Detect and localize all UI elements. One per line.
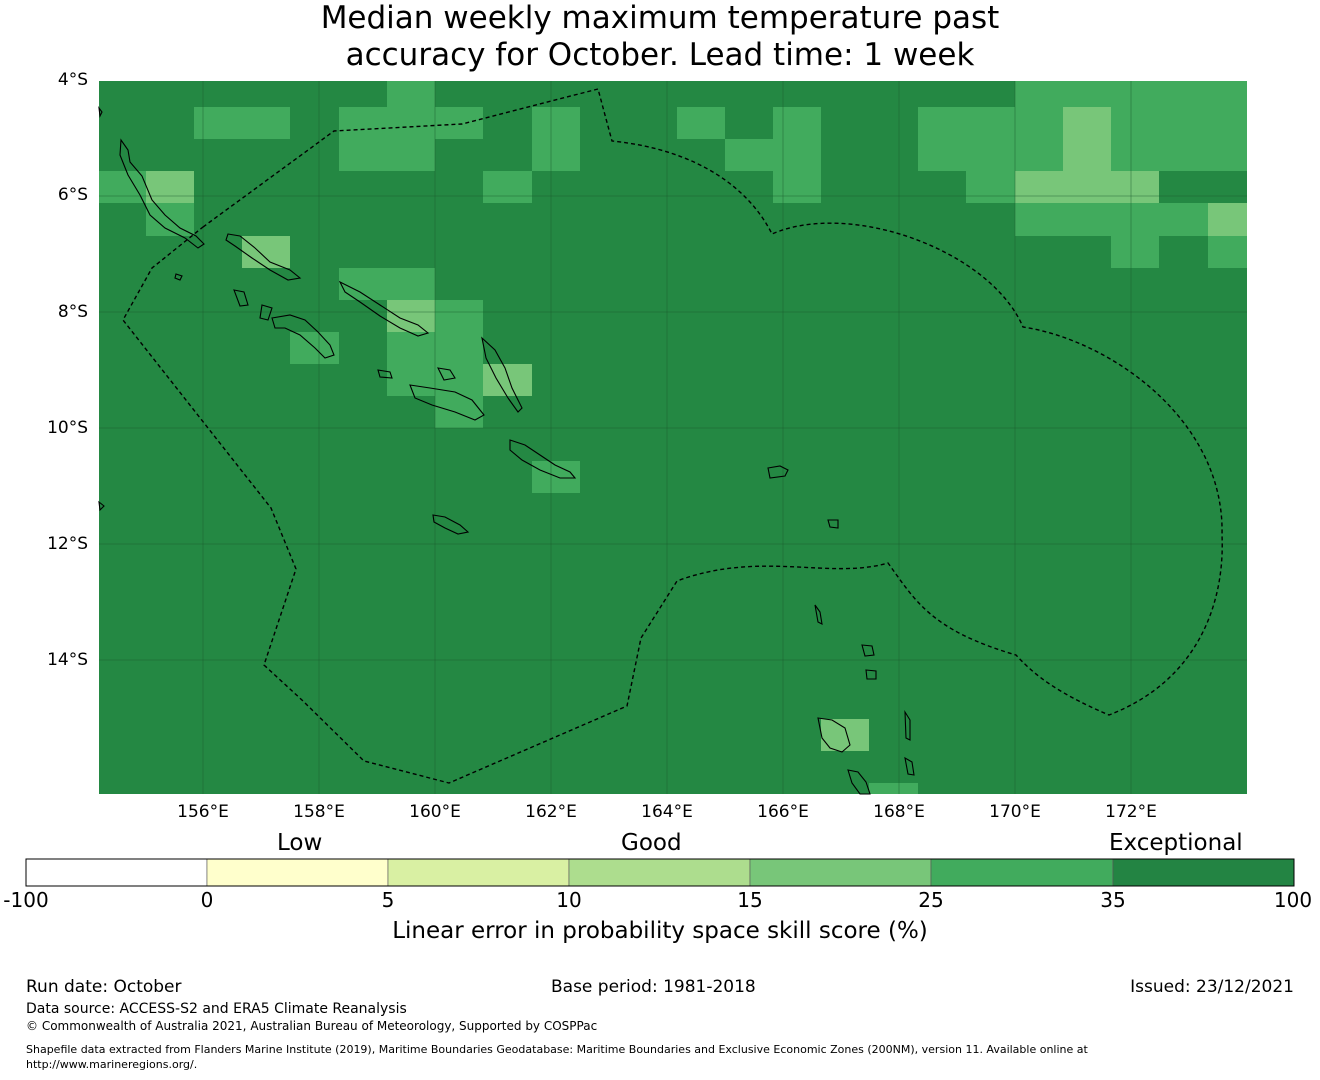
colorbar-tick: 15	[737, 888, 763, 912]
colorbar	[25, 858, 1295, 887]
run-date: Run date: October	[26, 977, 182, 997]
colorbar-tick: 5	[381, 888, 395, 912]
copyright: © Commonwealth of Australia 2021, Austra…	[26, 1019, 598, 1033]
colorbar-segment-4	[568, 858, 751, 887]
lat-label-10s: 10°S	[47, 418, 88, 438]
skill-cells-light	[146, 107, 1247, 751]
shapefile-credit-line-1: Shapefile data extracted from Flanders M…	[26, 1043, 1088, 1056]
lon-label-168e: 168°E	[873, 802, 925, 822]
lon-label-170e: 170°E	[989, 802, 1041, 822]
lon-label-166e: 166°E	[757, 802, 809, 822]
lat-label-14s: 14°S	[47, 650, 88, 670]
base-period: Base period: 1981-2018	[551, 977, 756, 997]
colorbar-tick: 10	[556, 888, 582, 912]
colorbar-frame	[25, 858, 1295, 887]
lon-label-164e: 164°E	[641, 802, 693, 822]
lon-label-172e: 172°E	[1105, 802, 1157, 822]
category-good: Good	[621, 830, 682, 856]
data-source: Data source: ACCESS-S2 and ERA5 Climate …	[26, 1001, 407, 1017]
colorbar-segment-7	[1112, 858, 1295, 887]
title-line-2: accuracy for October. Lead time: 1 week	[345, 37, 975, 73]
colorbar-segment-6	[930, 858, 1114, 887]
colorbar-segment-1	[25, 858, 208, 887]
colorbar-tick: 35	[1100, 888, 1126, 912]
lon-label-162e: 162°E	[525, 802, 577, 822]
colorbar-segment-3	[387, 858, 570, 887]
map-title: Median weekly maximum temperature past a…	[0, 0, 1320, 74]
category-low: Low	[277, 830, 323, 856]
colorbar-label: Linear error in probability space skill …	[392, 918, 928, 944]
lat-label-12s: 12°S	[47, 534, 88, 554]
lat-label-4s: 4°S	[57, 70, 88, 90]
colorbar-tick: 100	[1273, 888, 1313, 912]
colorbar-segment-2	[206, 858, 389, 887]
colorbar-tick: 0	[200, 888, 214, 912]
title-line-1: Median weekly maximum temperature past	[320, 0, 1000, 36]
gridlines	[99, 81, 1247, 794]
issued-date: Issued: 23/12/2021	[1130, 977, 1294, 997]
colorbar-tick: 25	[918, 888, 944, 912]
lon-label-156e: 156°E	[177, 802, 229, 822]
lon-label-160e: 160°E	[409, 802, 461, 822]
lat-label-6s: 6°S	[57, 185, 88, 205]
lon-label-158e: 158°E	[293, 802, 345, 822]
category-exceptional: Exceptional	[1109, 830, 1243, 856]
colorbar-tick: -100	[3, 888, 49, 912]
shapefile-credit-line-2: http://www.marineregions.org/.	[26, 1058, 198, 1071]
island-outlines	[98, 106, 915, 795]
eez-boundary	[122, 88, 1223, 784]
lat-label-8s: 8°S	[57, 302, 88, 322]
colorbar-segment-5	[749, 858, 932, 887]
